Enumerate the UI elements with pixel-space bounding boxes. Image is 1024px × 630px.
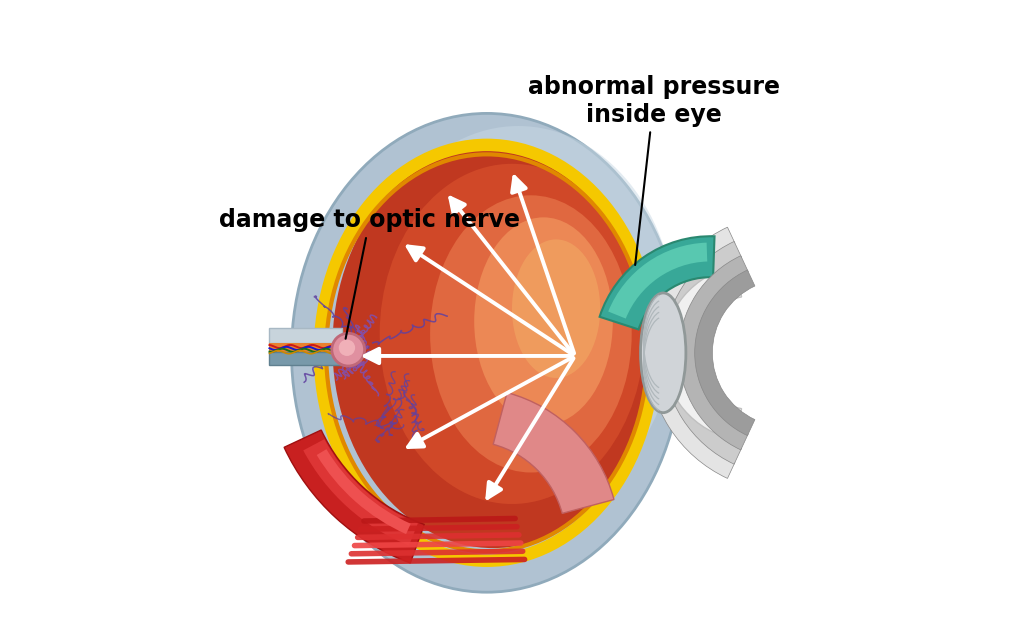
- Text: abnormal pressure
inside eye: abnormal pressure inside eye: [527, 75, 779, 265]
- Wedge shape: [303, 439, 418, 546]
- Ellipse shape: [333, 145, 653, 548]
- Wedge shape: [664, 266, 741, 440]
- Wedge shape: [647, 227, 735, 478]
- Wedge shape: [316, 449, 411, 534]
- Ellipse shape: [360, 126, 676, 517]
- Ellipse shape: [292, 113, 682, 592]
- Circle shape: [332, 333, 365, 366]
- Wedge shape: [600, 236, 715, 329]
- Ellipse shape: [641, 293, 686, 413]
- Wedge shape: [284, 430, 424, 563]
- Wedge shape: [664, 241, 741, 464]
- Wedge shape: [626, 257, 673, 311]
- Wedge shape: [494, 392, 614, 513]
- Ellipse shape: [380, 164, 644, 504]
- Wedge shape: [679, 256, 749, 450]
- FancyBboxPatch shape: [269, 328, 342, 343]
- Ellipse shape: [430, 195, 632, 472]
- Ellipse shape: [512, 239, 600, 378]
- FancyBboxPatch shape: [269, 352, 342, 365]
- Circle shape: [339, 340, 355, 356]
- Text: damage to optic nerve: damage to optic nerve: [219, 209, 520, 339]
- Wedge shape: [608, 243, 708, 319]
- FancyBboxPatch shape: [269, 343, 342, 353]
- Wedge shape: [694, 270, 755, 435]
- Ellipse shape: [474, 217, 612, 425]
